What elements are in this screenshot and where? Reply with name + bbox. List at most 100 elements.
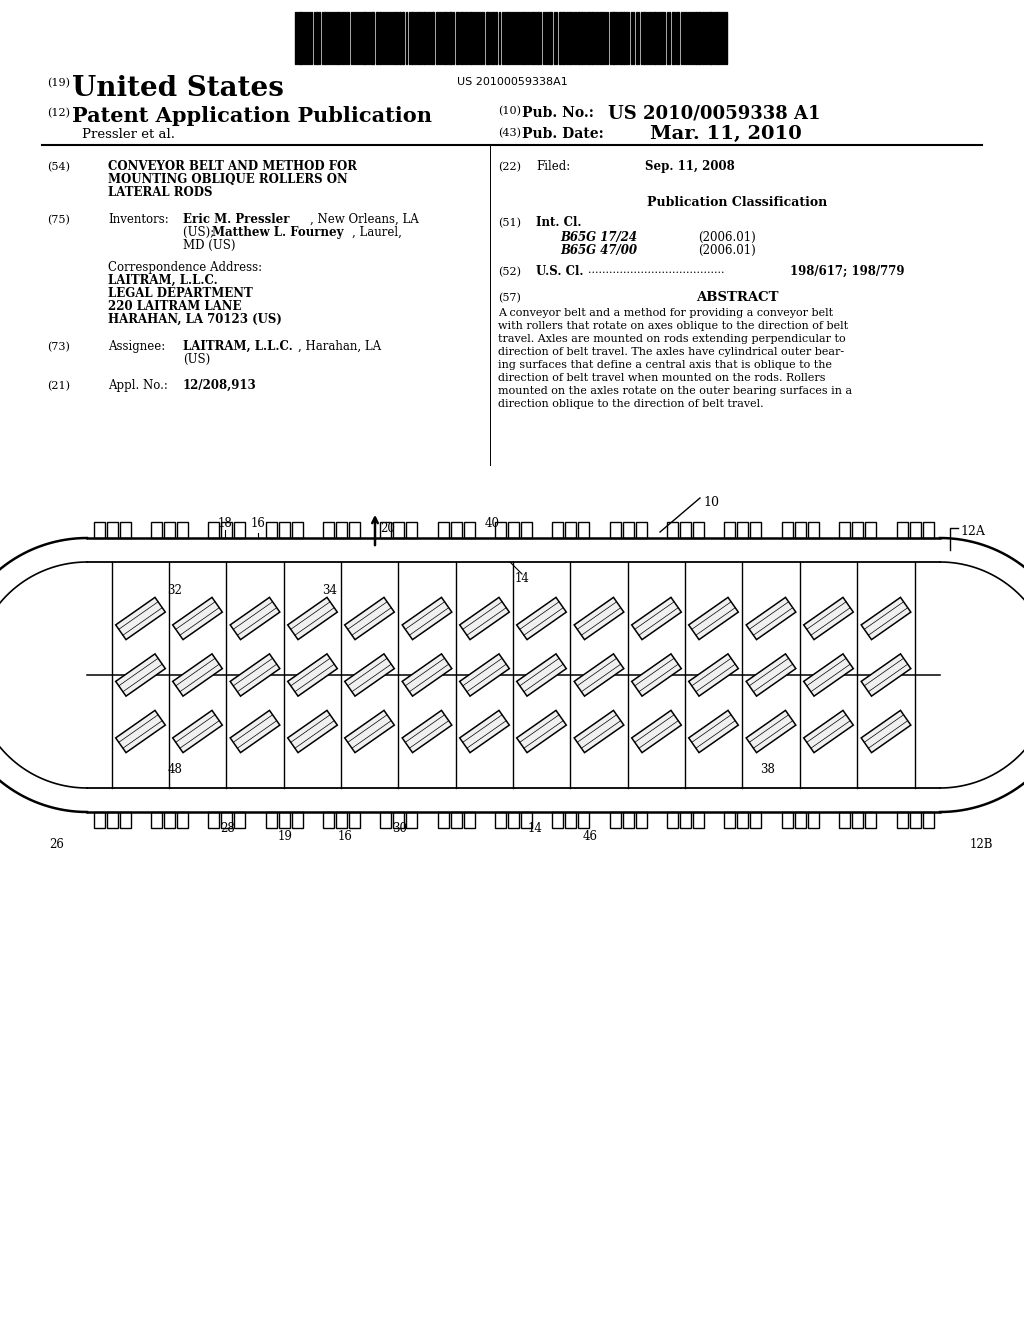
Bar	[591, 12, 593, 63]
Text: (10): (10)	[498, 106, 521, 116]
Text: Publication Classification: Publication Classification	[647, 195, 827, 209]
Text: Patent Application Publication: Patent Application Publication	[72, 106, 432, 125]
Polygon shape	[288, 653, 337, 696]
Bar	[610, 521, 621, 539]
Text: ing surfaces that define a central axis that is oblique to the: ing surfaces that define a central axis …	[498, 360, 831, 370]
Text: 14: 14	[527, 822, 543, 836]
Polygon shape	[689, 653, 738, 696]
Polygon shape	[116, 598, 165, 640]
Text: US 2010/0059338 A1: US 2010/0059338 A1	[608, 104, 820, 121]
Polygon shape	[632, 653, 681, 696]
Polygon shape	[689, 710, 738, 752]
Bar	[750, 812, 761, 828]
Polygon shape	[345, 653, 394, 696]
Text: 198/617; 198/779: 198/617; 198/779	[790, 265, 904, 279]
Polygon shape	[230, 710, 280, 752]
Text: 32: 32	[168, 583, 182, 597]
Bar	[636, 521, 647, 539]
Bar	[151, 521, 162, 539]
Bar	[523, 12, 525, 63]
Bar	[600, 12, 602, 63]
Bar	[451, 812, 462, 828]
Text: (57): (57)	[498, 293, 521, 304]
Bar	[610, 812, 621, 828]
Bar	[177, 521, 188, 539]
Bar	[910, 521, 921, 539]
Bar	[559, 12, 561, 63]
Text: 46: 46	[583, 830, 597, 843]
Text: 38: 38	[761, 763, 775, 776]
Text: 16: 16	[251, 517, 265, 531]
Bar	[698, 12, 700, 63]
Polygon shape	[632, 598, 681, 640]
Text: 20: 20	[380, 521, 395, 535]
Polygon shape	[632, 710, 681, 752]
Text: Matthew L. Fourney: Matthew L. Fourney	[212, 226, 343, 239]
Text: CONVEYOR BELT AND METHOD FOR: CONVEYOR BELT AND METHOD FOR	[108, 160, 357, 173]
Text: , Laurel,: , Laurel,	[352, 226, 401, 239]
Text: (51): (51)	[498, 218, 521, 228]
Text: Mar. 11, 2010: Mar. 11, 2010	[650, 125, 802, 143]
Bar	[492, 12, 494, 63]
Text: (12): (12)	[47, 108, 70, 119]
Bar	[549, 12, 552, 63]
Bar	[336, 812, 347, 828]
Bar	[852, 521, 863, 539]
Polygon shape	[230, 598, 280, 640]
Bar	[438, 812, 449, 828]
Bar	[461, 12, 463, 63]
Bar	[724, 521, 735, 539]
Bar	[521, 521, 532, 539]
Bar	[636, 812, 647, 828]
Bar	[221, 521, 232, 539]
Polygon shape	[574, 653, 624, 696]
Bar	[451, 521, 462, 539]
Text: travel. Axles are mounted on rods extending perpendicular to: travel. Axles are mounted on rods extend…	[498, 334, 846, 345]
Polygon shape	[460, 653, 509, 696]
Polygon shape	[804, 710, 853, 752]
Text: 14: 14	[515, 572, 529, 585]
Bar	[508, 812, 519, 828]
Text: (75): (75)	[47, 215, 70, 226]
Bar	[292, 812, 303, 828]
Bar	[470, 12, 472, 63]
Bar	[680, 521, 691, 539]
Bar	[411, 12, 413, 63]
Bar	[677, 12, 679, 63]
Bar	[565, 521, 575, 539]
Bar	[654, 12, 656, 63]
Bar	[662, 12, 663, 63]
Bar	[552, 812, 563, 828]
Text: 12B: 12B	[970, 838, 993, 851]
Bar	[379, 12, 381, 63]
Polygon shape	[746, 598, 796, 640]
Bar	[380, 521, 391, 539]
Bar	[406, 521, 417, 539]
Bar	[423, 12, 425, 63]
Text: (21): (21)	[47, 381, 70, 391]
Bar	[402, 12, 404, 63]
Text: B65G 17/24: B65G 17/24	[560, 231, 637, 244]
Bar	[672, 12, 674, 63]
Bar	[588, 12, 590, 63]
Bar	[923, 521, 934, 539]
Polygon shape	[517, 598, 566, 640]
Text: direction oblique to the direction of belt travel.: direction oblique to the direction of be…	[498, 399, 764, 409]
Text: (22): (22)	[498, 162, 521, 173]
Bar	[449, 12, 452, 63]
Polygon shape	[517, 653, 566, 696]
Text: direction of belt travel. The axles have cylindrical outer bear-: direction of belt travel. The axles have…	[498, 347, 844, 356]
Bar	[120, 812, 131, 828]
Bar	[94, 812, 105, 828]
Bar	[495, 521, 506, 539]
Polygon shape	[689, 598, 738, 640]
Bar	[336, 521, 347, 539]
Text: HARAHAN, LA 70123 (US): HARAHAN, LA 70123 (US)	[108, 313, 282, 326]
Bar	[266, 521, 278, 539]
Text: 40: 40	[484, 517, 500, 531]
Bar	[795, 812, 806, 828]
Bar	[323, 521, 334, 539]
Polygon shape	[861, 653, 910, 696]
Polygon shape	[861, 598, 910, 640]
Bar	[106, 521, 118, 539]
